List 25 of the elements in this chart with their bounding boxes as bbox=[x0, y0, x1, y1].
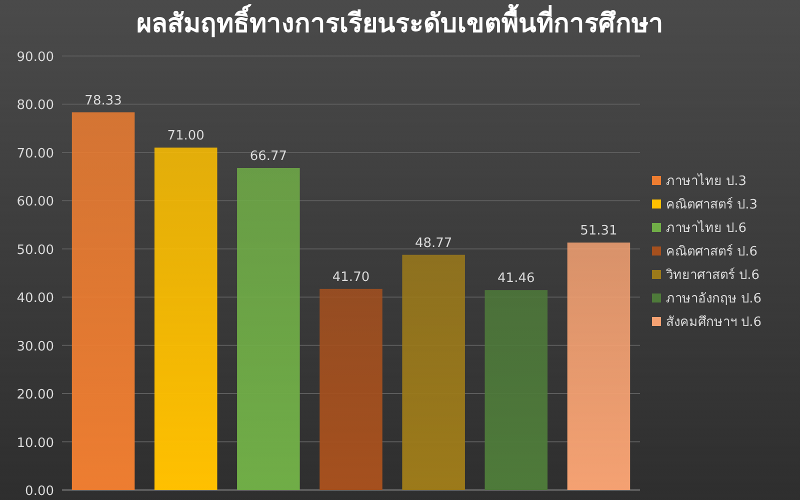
data-label: 41.70 bbox=[332, 270, 370, 285]
legend-label: ภาษาไทย ป.3 bbox=[666, 173, 747, 189]
legend-label: คณิตศาสตร์ ป.6 bbox=[666, 244, 758, 260]
legend-label: สังคมศึกษาฯ ป.6 bbox=[666, 315, 762, 330]
data-label: 78.33 bbox=[84, 93, 122, 108]
legend-label: คณิตศาสตร์ ป.3 bbox=[666, 196, 758, 212]
y-tick-label: 20.00 bbox=[16, 388, 54, 403]
y-tick-label: 10.00 bbox=[16, 436, 54, 451]
data-label: 41.46 bbox=[498, 271, 535, 286]
y-tick-label: 0.00 bbox=[25, 484, 54, 499]
y-tick-label: 40.00 bbox=[16, 291, 54, 306]
legend-label: ภาษาอังกฤษ ป.6 bbox=[666, 292, 762, 306]
legend-label: วิทยาศาสตร์ ป.6 bbox=[665, 267, 760, 283]
data-label: 48.77 bbox=[414, 236, 452, 251]
data-label: 66.77 bbox=[250, 149, 288, 164]
y-tick-label: 70.00 bbox=[16, 146, 54, 162]
legend-label: ภาษาไทย ป.6 bbox=[666, 220, 747, 236]
data-label: 51.31 bbox=[580, 224, 618, 239]
y-tick-label: 90.00 bbox=[16, 50, 54, 65]
chart-title: ผลสัมฤทธิ์ทางการเรียนระดับเขตพื้นที่การศึกษา bbox=[136, 3, 664, 39]
y-tick-label: 50.00 bbox=[16, 242, 54, 258]
y-tick-label: 60.00 bbox=[16, 194, 54, 210]
data-label: 71.00 bbox=[167, 128, 204, 144]
y-tick-label: 30.00 bbox=[16, 339, 54, 354]
y-tick-label: 80.00 bbox=[16, 98, 54, 114]
